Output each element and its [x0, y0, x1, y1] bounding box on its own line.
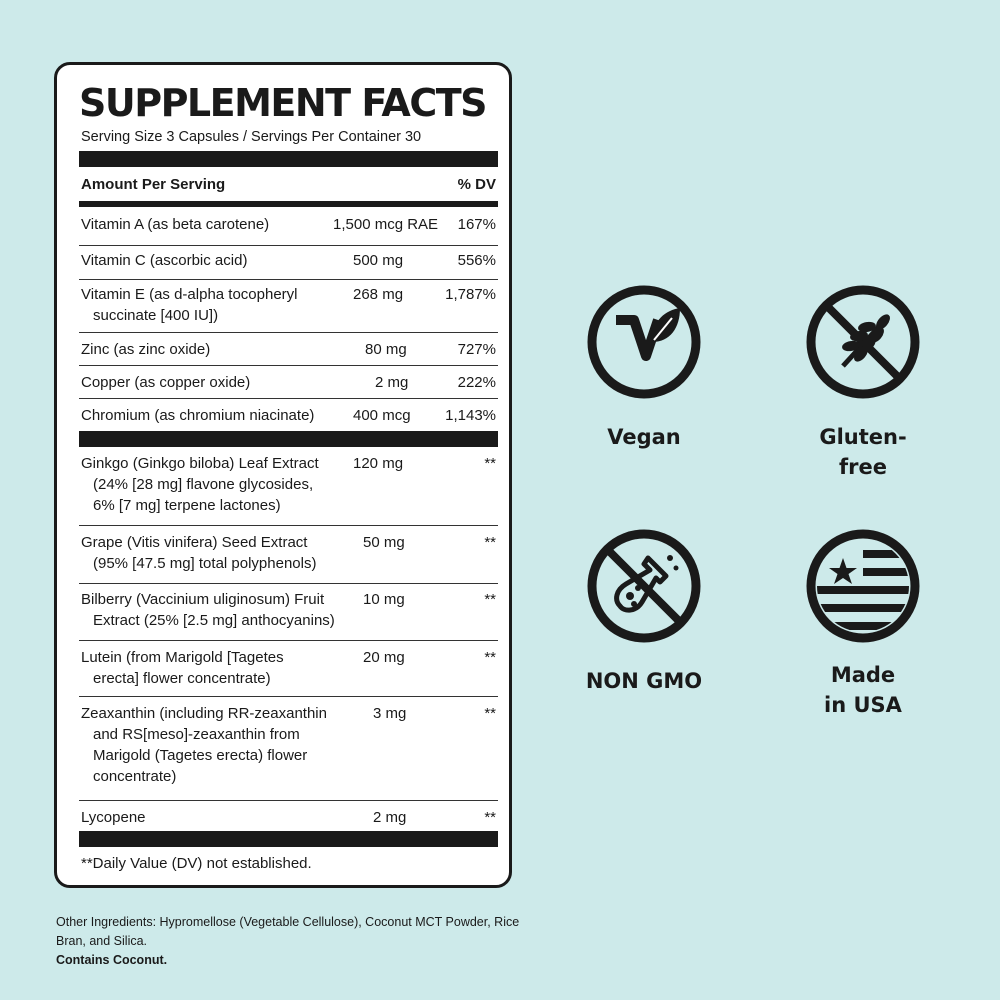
- table-row: Zeaxanthin (including RR-zeaxanthin and …: [79, 697, 498, 801]
- table-row: Chromium (as chromium niacinate) 400 mcg…: [79, 399, 498, 431]
- table-row: Grape (Vitis vinifera) Seed Extract (95%…: [79, 526, 498, 584]
- nutrient-dv: **: [484, 649, 496, 666]
- non-gmo-label: NON GMO: [585, 669, 703, 693]
- name-line: 6% [7 mg] terpene lactones): [93, 497, 281, 514]
- vegan-v-leaf-icon: [587, 285, 701, 399]
- nutrient-dv: **: [484, 534, 496, 551]
- name-line: (95% [47.5 mg] total polyphenols): [93, 555, 317, 572]
- nutrient-name: Lycopene: [81, 809, 146, 826]
- nutrient-dv: 556%: [457, 252, 496, 269]
- name-line: succinate [400 IU]): [93, 307, 219, 324]
- nutrient-amount: 10 mg: [363, 591, 405, 608]
- nutrient-dv: 1,787%: [445, 286, 496, 303]
- name-line: and RS[meso]-zeaxanthin from: [93, 726, 300, 743]
- nutrient-name: Vitamin C (ascorbic acid): [81, 252, 248, 269]
- nutrient-amount: 120 mg: [353, 455, 404, 472]
- made-label-line1: Made: [830, 663, 896, 687]
- other-ingredients-text: Other Ingredients: Hypromellose (Vegetab…: [56, 915, 520, 948]
- nutrient-name: Lutein (from Marigold [Tagetes erecta] f…: [81, 647, 351, 689]
- thick-divider: [79, 151, 498, 167]
- table-row: Vitamin C (ascorbic acid) 500 mg 556%: [79, 246, 498, 280]
- vegan-label: Vegan: [607, 425, 681, 449]
- table-row: Zinc (as zinc oxide) 80 mg 727%: [79, 333, 498, 366]
- footnote: **Daily Value (DV) not established.: [81, 855, 312, 872]
- nutrient-amount: 80 mg: [365, 341, 407, 358]
- serving-info: Serving Size 3 Capsules / Servings Per C…: [81, 129, 422, 145]
- non-gmo-badge: NON GMO: [584, 528, 704, 696]
- nutrient-amount: 400 mcg: [353, 407, 411, 424]
- thick-divider: [79, 831, 498, 847]
- thick-divider: [79, 431, 498, 447]
- name-line: Grape (Vitis vinifera) Seed Extract: [81, 534, 308, 551]
- nutrient-amount: 1,500 mcg RAE: [333, 216, 439, 233]
- name-line: erecta] flower concentrate): [93, 670, 271, 687]
- nutrient-name: Zinc (as zinc oxide): [81, 341, 211, 358]
- name-line: (24% [28 mg] flavone glycosides,: [93, 476, 314, 493]
- name-line: Lutein (from Marigold [Tagetes: [81, 649, 284, 666]
- header-dv: % DV: [457, 176, 496, 193]
- nutrient-amount: 20 mg: [363, 649, 405, 666]
- vegan-badge: Vegan: [584, 284, 704, 452]
- nutrient-name: Chromium (as chromium niacinate): [81, 407, 315, 424]
- nutrient-name: Copper (as copper oxide): [81, 374, 251, 391]
- name-line: Extract (25% [2.5 mg] anthocyanins): [93, 612, 335, 629]
- nutrient-dv: 167%: [457, 216, 496, 233]
- nutrient-name: Zeaxanthin (including RR-zeaxanthin and …: [81, 703, 356, 787]
- table-header: Amount Per Serving % DV: [81, 176, 496, 193]
- nutrient-amount: 50 mg: [363, 534, 405, 551]
- nutrient-dv: **: [484, 705, 496, 722]
- usa-flag-icon: [806, 529, 920, 643]
- nutrient-dv: 727%: [457, 341, 496, 358]
- header-amount: Amount Per Serving: [81, 176, 226, 193]
- panel-title: SUPPLEMENT FACTS: [79, 81, 488, 125]
- name-line: concentrate): [93, 768, 177, 785]
- no-flask-icon: [587, 529, 701, 643]
- nutrient-name: Ginkgo (Ginkgo biloba) Leaf Extract (24%…: [81, 453, 351, 516]
- table-row: Vitamin A (as beta carotene) 1,500 mcg R…: [79, 214, 498, 246]
- allergen-note: Contains Coconut.: [56, 953, 168, 967]
- gluten-free-badge: Gluten-free: [798, 284, 928, 482]
- nutrient-dv: 222%: [457, 374, 496, 391]
- nutrient-amount: 2 mg: [373, 809, 407, 826]
- table-row: Ginkgo (Ginkgo biloba) Leaf Extract (24%…: [79, 453, 498, 526]
- supplement-facts-panel: SUPPLEMENT FACTS Serving Size 3 Capsules…: [54, 62, 512, 888]
- made-in-usa-badge: Made in USA: [798, 528, 928, 720]
- name-line: Ginkgo (Ginkgo biloba) Leaf Extract: [81, 455, 319, 472]
- name-line: Zeaxanthin (including RR-zeaxanthin: [81, 705, 327, 722]
- other-ingredients: Other Ingredients: Hypromellose (Vegetab…: [56, 913, 526, 970]
- nutrient-amount: 500 mg: [353, 252, 404, 269]
- nutrient-name: Grape (Vitis vinifera) Seed Extract (95%…: [81, 532, 351, 574]
- table-row: Vitamin E (as d-alpha tocopheryl succina…: [79, 280, 498, 333]
- made-label-line2: in USA: [824, 693, 902, 717]
- name-line: Vitamin E (as d-alpha tocopheryl: [81, 286, 298, 303]
- gluten-free-label: Gluten-free: [819, 425, 907, 479]
- nutrient-name: Bilberry (Vaccinium uliginosum) Fruit Ex…: [81, 589, 351, 631]
- nutrient-amount: 2 mg: [375, 374, 409, 391]
- table-row: Bilberry (Vaccinium uliginosum) Fruit Ex…: [79, 584, 498, 641]
- table-row: Lycopene 2 mg **: [79, 801, 498, 829]
- table-row: Copper (as copper oxide) 2 mg 222%: [79, 366, 498, 399]
- nutrient-dv: **: [484, 455, 496, 472]
- nutrient-amount: 3 mg: [373, 705, 407, 722]
- nutrient-dv: **: [484, 591, 496, 608]
- table-row: Lutein (from Marigold [Tagetes erecta] f…: [79, 641, 498, 697]
- nutrient-dv: 1,143%: [445, 407, 496, 424]
- nutrient-amount: 268 mg: [353, 286, 404, 303]
- name-line: Bilberry (Vaccinium uliginosum) Fruit: [81, 591, 325, 608]
- nutrient-dv: **: [484, 809, 496, 826]
- nutrient-name: Vitamin A (as beta carotene): [81, 216, 270, 233]
- medium-divider: [79, 201, 498, 207]
- no-wheat-icon: [806, 285, 920, 399]
- nutrient-name: Vitamin E (as d-alpha tocopheryl succina…: [81, 284, 351, 326]
- made-in-usa-label: Made in USA: [798, 660, 928, 720]
- name-line: Marigold (Tagetes erecta) flower: [93, 747, 308, 764]
